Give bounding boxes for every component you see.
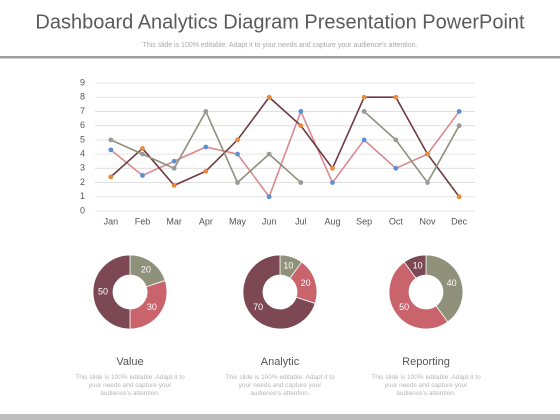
data-label: 10 — [413, 261, 423, 271]
point — [203, 144, 209, 150]
point — [108, 137, 114, 143]
point — [235, 180, 240, 185]
donut-segment — [242, 254, 316, 330]
point — [266, 151, 272, 157]
point — [108, 147, 114, 153]
point — [140, 146, 145, 151]
x-tick-label: Jun — [262, 216, 277, 226]
x-tick-label: Jan — [104, 216, 119, 226]
point — [171, 158, 177, 164]
y-tick-label: 6 — [80, 120, 85, 130]
data-label: 50 — [98, 286, 108, 296]
subtitle: This slide is 100% editable. Adapt it to… — [143, 42, 418, 49]
y-tick-label: 9 — [80, 77, 85, 87]
point — [266, 194, 272, 200]
point — [361, 137, 367, 143]
point — [266, 94, 272, 100]
divider — [0, 56, 560, 59]
data-label: 20 — [141, 265, 151, 275]
point — [425, 151, 430, 157]
point — [456, 194, 462, 200]
donut-segment — [403, 254, 427, 279]
donut-segment — [425, 254, 464, 323]
y-tick-label: 7 — [80, 106, 85, 116]
x-tick-label: Dec — [451, 216, 468, 226]
point — [361, 109, 367, 114]
point — [298, 109, 304, 114]
x-tick-label: Oct — [389, 216, 404, 226]
point — [140, 173, 145, 178]
y-tick-label: 0 — [80, 205, 85, 215]
x-tick-label: Nov — [419, 216, 436, 226]
point — [140, 151, 145, 157]
donut-segment — [388, 261, 449, 330]
x-tick-label: Feb — [135, 216, 151, 226]
point — [361, 94, 367, 100]
point — [171, 183, 177, 188]
point — [456, 109, 462, 114]
series-line — [110, 109, 460, 199]
point — [425, 180, 430, 185]
point — [330, 180, 335, 185]
point — [203, 168, 209, 174]
point — [298, 123, 304, 129]
x-tick-label: Mar — [166, 216, 182, 226]
y-tick-label: 3 — [80, 163, 85, 173]
data-label: 20 — [301, 278, 311, 288]
point — [203, 109, 209, 114]
data-label: 40 — [447, 278, 457, 288]
point — [235, 151, 240, 157]
y-tick-label: 2 — [80, 177, 85, 187]
data-label: 70 — [253, 302, 263, 312]
point — [235, 137, 240, 143]
data-label: 50 — [399, 302, 409, 312]
caption: This slide is 100% editable. Adapt it to… — [371, 374, 481, 397]
footer-bar — [0, 414, 560, 420]
slide-title: Dashboard Analytics Diagram Presentation… — [35, 11, 525, 33]
y-tick-label: 8 — [80, 92, 85, 102]
x-tick-label: Aug — [324, 216, 340, 226]
y-tick-label: 4 — [80, 148, 85, 158]
series-line — [110, 96, 460, 198]
point — [393, 165, 399, 171]
x-tick-label: Sep — [356, 216, 372, 226]
donut-title: Reporting — [402, 356, 450, 368]
point — [393, 137, 399, 143]
data-label: 10 — [283, 261, 293, 271]
y-tick-label: 1 — [80, 191, 85, 201]
data-label: 30 — [147, 302, 157, 312]
point — [108, 174, 114, 180]
donut-segment — [92, 254, 131, 330]
point — [171, 165, 177, 171]
point — [298, 180, 304, 185]
point — [456, 123, 462, 129]
x-tick-label: May — [229, 216, 247, 226]
donut-title: Analytic — [261, 356, 300, 368]
point — [393, 94, 399, 100]
caption: This slide is 100% editable. Adapt it to… — [75, 374, 185, 397]
y-tick-label: 5 — [80, 134, 85, 144]
point — [330, 165, 335, 171]
donut-title: Value — [116, 356, 143, 368]
x-tick-label: Jul — [295, 216, 307, 226]
caption: This slide is 100% editable. Adapt it to… — [225, 374, 335, 397]
x-tick-label: Apr — [199, 216, 213, 226]
